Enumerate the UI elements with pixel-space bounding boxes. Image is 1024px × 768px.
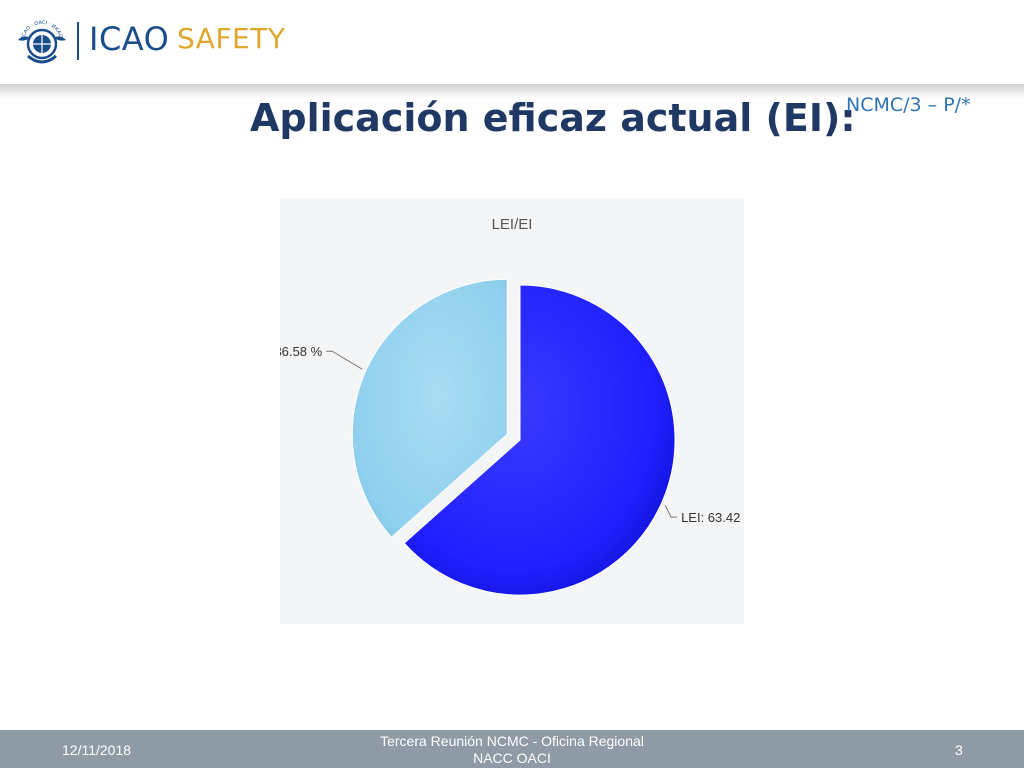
footer-event: Tercera Reunión NCMC - Oficina Regional … <box>352 733 672 767</box>
footer-event-line1: Tercera Reunión NCMC - Oficina Regional <box>380 733 644 749</box>
slide-footer: 12/11/2018 Tercera Reunión NCMC - Oficin… <box>0 730 1024 768</box>
footer-event-line2: NACC OACI <box>473 750 551 766</box>
pie-leader-line-0 <box>664 504 678 518</box>
icao-logo-text: ICAO <box>89 20 170 58</box>
footer-page-number: 3 <box>955 742 963 758</box>
header-band <box>0 84 1024 98</box>
pie-slice-1 <box>351 278 508 539</box>
pie-leader-line-1 <box>326 350 363 370</box>
logo-divider <box>77 22 79 60</box>
slide-header: ICAO · OACI · ИКАО ICAO SAFETY <box>0 0 1024 84</box>
footer-date: 12/11/2018 <box>62 742 132 758</box>
pie-slice-0 <box>403 284 676 596</box>
pie-label-1: : 36.58 % <box>280 344 323 359</box>
pie-chart: LEI/EI LEI: 63.42 : 36.58 % <box>280 198 744 624</box>
chart-title: LEI/EI <box>492 216 533 233</box>
icao-emblem-icon: ICAO · OACI · ИКАО <box>18 20 66 64</box>
safety-tagline: SAFETY <box>177 22 286 55</box>
pie-chart-svg: LEI/EI LEI: 63.42 : 36.58 % <box>280 216 740 596</box>
slide-title: Aplicación eficaz actual (EI): <box>250 96 856 140</box>
slide-code: NCMC/3 – P/* <box>846 94 971 116</box>
pie-label-0: LEI: 63.42 <box>681 510 740 525</box>
